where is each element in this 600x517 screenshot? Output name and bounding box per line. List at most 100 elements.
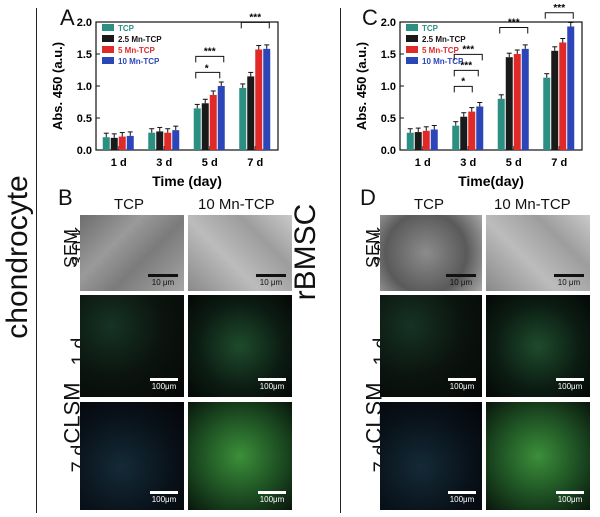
legend-swatch <box>406 57 418 64</box>
legend-swatch <box>102 57 114 64</box>
significance-bracket <box>453 69 479 77</box>
significance-marker: *** <box>462 44 474 55</box>
bar <box>118 136 126 150</box>
left-divider <box>36 8 37 513</box>
bar <box>255 49 263 150</box>
bar <box>247 76 255 150</box>
x-tick-label: 3 d <box>460 157 476 169</box>
significance-marker: *** <box>460 60 472 71</box>
panel-letter-a: A <box>60 5 75 30</box>
scale-label: 10 μm <box>449 278 473 287</box>
bar <box>102 137 110 150</box>
significance-bracket <box>195 55 225 63</box>
bar <box>567 26 575 151</box>
y-tick-label: 0.5 <box>77 113 92 125</box>
scale-label: 100μm <box>151 382 177 391</box>
x-tick-label: 1 d <box>111 157 127 169</box>
bar <box>156 131 164 150</box>
bar <box>148 132 156 150</box>
col-header-tcp-left: TCP <box>114 196 144 213</box>
x-axis-label: Time(day) <box>458 173 524 189</box>
scale-label: 100μm <box>557 382 583 391</box>
col-header-tcp-right: TCP <box>414 196 444 213</box>
x-tick-label: 3 d <box>156 157 172 169</box>
significance-marker: *** <box>204 46 216 57</box>
significance-marker: * <box>461 76 465 87</box>
sem-image-tcp-rbmsc: 10 μm <box>380 215 482 291</box>
middle-divider <box>340 8 341 513</box>
bar <box>414 132 422 150</box>
y-tick-label: 1.0 <box>381 81 396 93</box>
panel-letter-c: C <box>362 5 378 30</box>
col-header-mn-left: 10 Mn-TCP <box>198 196 275 213</box>
scale-label: 100μm <box>449 382 475 391</box>
clsm-image-tcp-7d-rbmsc: 100μm <box>380 402 482 510</box>
bar <box>201 103 209 150</box>
x-tick-label: 5 d <box>202 157 218 169</box>
legend-swatch <box>406 35 418 42</box>
legend-label: 10 Mn-TCP <box>422 57 464 66</box>
y-axis-label: Abs. 450 (a.u.) <box>50 42 65 130</box>
y-tick-label: 2.0 <box>381 17 396 29</box>
bar <box>460 116 468 150</box>
bar <box>468 111 476 150</box>
bar <box>193 108 201 150</box>
bar <box>513 54 521 150</box>
bar-chart-chondrocyte: 0.0 0.5 1.0 1.5 2.0 Abs. 450 (a.u.) Time (day)… <box>50 12 279 189</box>
legend-swatch <box>406 46 418 53</box>
y-tick-label: 1.5 <box>381 49 396 61</box>
significance-bracket <box>240 21 270 29</box>
bar <box>217 86 225 150</box>
clsm-image-tcp-7d-chondrocyte: 100μm <box>80 402 184 510</box>
significance-marker: * <box>205 63 209 74</box>
legend-label: TCP <box>422 24 439 33</box>
legend-label: 5 Mn-TCP <box>118 46 156 55</box>
bar <box>430 129 438 150</box>
legend-label: 2.5 Mn-TCP <box>422 35 466 44</box>
x-tick-label: 1 d <box>415 157 431 169</box>
sem-image-mn-rbmsc: 10 μm <box>486 215 590 291</box>
y-tick-label: 1.0 <box>77 81 92 93</box>
significance-bracket <box>453 53 483 61</box>
significance-bracket <box>195 71 221 79</box>
legend-label: TCP <box>118 24 135 33</box>
sem-image-mn-chondrocyte: 10 μm <box>188 215 292 291</box>
bar <box>497 98 505 150</box>
bar <box>452 125 460 150</box>
legend-swatch <box>102 46 114 53</box>
significance-bracket <box>499 27 529 34</box>
significance-marker: *** <box>508 18 520 29</box>
y-tick-label: 1.5 <box>77 49 92 61</box>
bar <box>476 106 484 150</box>
clsm-image-mn-1d-rbmsc: 100μm <box>486 295 590 397</box>
scale-label: 100μm <box>259 495 285 504</box>
bar <box>126 135 134 150</box>
y-tick-label: 0.0 <box>77 145 92 157</box>
bar <box>263 48 271 150</box>
x-tick-label: 7 d <box>551 157 567 169</box>
x-tick-label: 7 d <box>247 157 263 169</box>
legend-label: 10 Mn-TCP <box>118 57 160 66</box>
scale-label: 10 μm <box>259 278 283 287</box>
bar <box>110 137 118 150</box>
bar <box>164 132 172 150</box>
clsm-image-mn-7d-chondrocyte: 100μm <box>188 402 292 510</box>
scale-label: 100μm <box>259 382 285 391</box>
bar <box>551 50 559 150</box>
side-label-rbmsc: rBMSC <box>289 203 322 301</box>
bar <box>559 42 567 151</box>
legend-label: 5 Mn-TCP <box>422 46 460 55</box>
legend-label: 2.5 Mn-TCP <box>118 35 162 44</box>
scale-label: 100μm <box>557 495 583 504</box>
bar <box>505 57 513 151</box>
clsm-image-tcp-1d-rbmsc: 100μm <box>380 295 482 397</box>
side-label-chondrocyte: chondrocyte <box>1 175 34 339</box>
bar <box>422 130 430 150</box>
significance-bracket <box>453 85 473 93</box>
legend-swatch <box>102 24 114 31</box>
bar <box>543 77 551 150</box>
scale-label: 100μm <box>151 495 177 504</box>
clsm-image-mn-1d-chondrocyte: 100μm <box>188 295 292 397</box>
bar <box>406 132 414 150</box>
bar <box>172 130 180 150</box>
